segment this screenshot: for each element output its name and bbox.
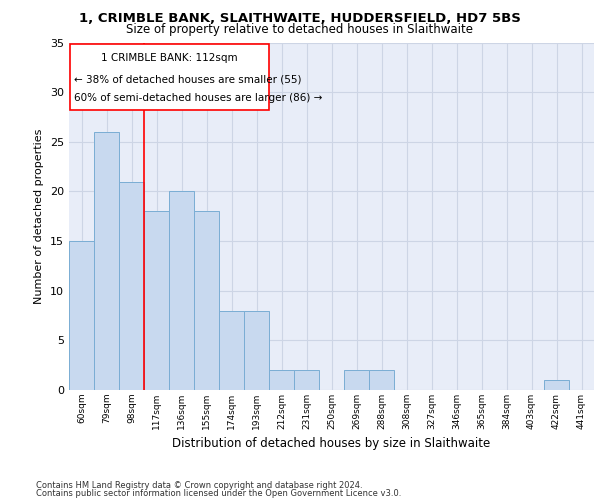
Bar — [119, 182, 144, 390]
Bar — [344, 370, 369, 390]
Bar — [169, 192, 194, 390]
X-axis label: Distribution of detached houses by size in Slaithwaite: Distribution of detached houses by size … — [172, 438, 491, 450]
Bar — [94, 132, 119, 390]
Bar — [294, 370, 319, 390]
Bar — [69, 241, 94, 390]
Text: 1 CRIMBLE BANK: 112sqm: 1 CRIMBLE BANK: 112sqm — [101, 54, 238, 64]
Text: Size of property relative to detached houses in Slaithwaite: Size of property relative to detached ho… — [127, 22, 473, 36]
Bar — [544, 380, 569, 390]
Bar — [144, 212, 169, 390]
Bar — [194, 212, 219, 390]
Y-axis label: Number of detached properties: Number of detached properties — [34, 128, 44, 304]
FancyBboxPatch shape — [70, 44, 269, 110]
Bar — [244, 310, 269, 390]
Text: ← 38% of detached houses are smaller (55): ← 38% of detached houses are smaller (55… — [74, 74, 302, 84]
Text: 60% of semi-detached houses are larger (86) →: 60% of semi-detached houses are larger (… — [74, 93, 322, 103]
Text: Contains public sector information licensed under the Open Government Licence v3: Contains public sector information licen… — [36, 489, 401, 498]
Bar — [219, 310, 244, 390]
Bar — [369, 370, 394, 390]
Text: 1, CRIMBLE BANK, SLAITHWAITE, HUDDERSFIELD, HD7 5BS: 1, CRIMBLE BANK, SLAITHWAITE, HUDDERSFIE… — [79, 12, 521, 26]
Text: Contains HM Land Registry data © Crown copyright and database right 2024.: Contains HM Land Registry data © Crown c… — [36, 481, 362, 490]
Bar — [269, 370, 294, 390]
